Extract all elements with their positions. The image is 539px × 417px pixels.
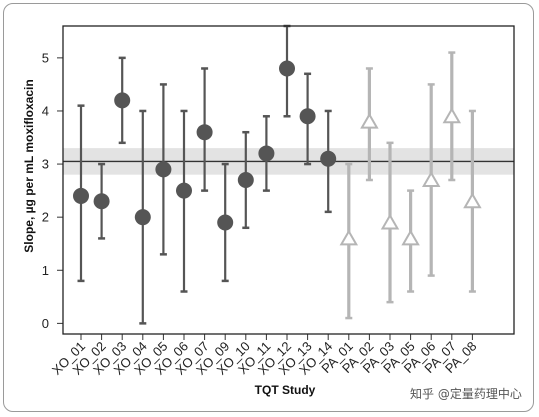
y-tick-label: 5 [42, 50, 49, 65]
data-point-XO_07 [196, 67, 213, 192]
data-point-XO_12 [279, 24, 295, 118]
data-point-PA_05 [401, 189, 420, 293]
estimate-marker [360, 112, 379, 129]
data-point-XO_05 [155, 83, 172, 256]
y-tick-label: 4 [42, 103, 49, 118]
data-point-XO_10 [237, 130, 254, 230]
estimate-marker [299, 108, 316, 125]
watermark-text: 知乎 @定量药理中心 [410, 387, 522, 401]
estimate-marker [401, 229, 420, 246]
estimate-marker [258, 145, 275, 162]
data-point-PA_03 [380, 141, 400, 304]
data-point-PA_02 [360, 67, 379, 182]
data-point-XO_02 [93, 162, 110, 240]
data-point-XO_01 [73, 104, 89, 283]
data-point-XO_04 [134, 109, 151, 325]
estimate-marker [196, 124, 213, 141]
estimate-marker [380, 213, 400, 230]
estimate-marker [421, 170, 441, 187]
data-point-PA_01 [339, 162, 359, 320]
estimate-marker [93, 193, 110, 210]
data-point-XO_14 [320, 109, 337, 214]
estimate-marker [176, 182, 192, 199]
estimate-marker [442, 107, 462, 124]
data-point-XO_11 [258, 115, 275, 192]
estimate-marker [339, 229, 359, 246]
data-point-XO_03 [114, 56, 131, 145]
plot-frame [62, 25, 515, 335]
estimate-marker [73, 187, 89, 204]
data-point-XO_09 [217, 162, 234, 283]
estimate-marker [114, 92, 131, 109]
y-tick-label: 3 [42, 157, 49, 172]
estimate-marker [217, 214, 234, 231]
y-tick-label: 0 [42, 316, 49, 331]
data-point-PA_06 [421, 83, 441, 277]
data-point-XO_13 [299, 72, 316, 166]
data-point-PA_07 [442, 51, 462, 182]
x-axis-title: TQT Study [255, 383, 316, 397]
estimate-marker [320, 150, 337, 167]
estimate-marker [134, 209, 151, 226]
y-tick-label: 2 [42, 210, 49, 225]
estimate-marker [155, 161, 172, 178]
estimate-marker [237, 172, 254, 188]
data-point-PA_08 [463, 109, 482, 293]
y-axis-title: Slope, µg per mL moxifloxacin [22, 79, 36, 252]
y-tick-label: 1 [42, 263, 49, 278]
figure-frame [3, 3, 534, 412]
estimate-marker [463, 192, 482, 209]
estimate-marker [279, 60, 295, 77]
data-point-XO_06 [176, 109, 192, 293]
